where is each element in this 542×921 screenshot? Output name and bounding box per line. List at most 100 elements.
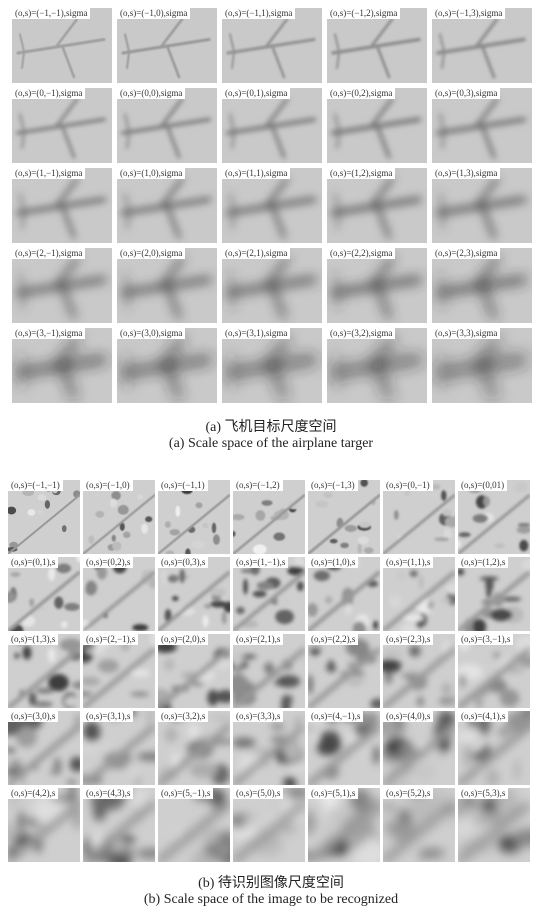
blurred-image bbox=[432, 88, 532, 163]
scale-image: (o,s)=(−1,−1),sigma bbox=[12, 8, 112, 83]
scale-image: (o,s)=(5,2),s bbox=[383, 788, 455, 862]
scale-image: (o,s)=(0,−1) bbox=[383, 480, 455, 554]
scale-label: (o,s)=(3,0),sigma bbox=[117, 328, 185, 339]
scale-image: (o,s)=(3,3),sigma bbox=[432, 328, 532, 403]
blurred-image bbox=[458, 711, 530, 785]
scale-label: (o,s)=(3,3),s bbox=[233, 711, 283, 722]
caption: (a) Scale space of the airplane targer bbox=[0, 436, 542, 452]
scale-label: (o,s)=(0,2),s bbox=[83, 557, 133, 568]
scale-label: (o,s)=(2,3),sigma bbox=[432, 248, 500, 259]
scale-image: (o,s)=(3,2),sigma bbox=[327, 328, 427, 403]
scale-label: (o,s)=(−1,2),sigma bbox=[327, 8, 400, 19]
scale-label: (o,s)=(3,−1),sigma bbox=[12, 328, 85, 339]
scale-image: (o,s)=(2,1),s bbox=[233, 634, 305, 708]
blurred-image bbox=[308, 557, 380, 631]
blurred-image bbox=[158, 788, 230, 862]
scale-label: (o,s)=(3,3),sigma bbox=[432, 328, 500, 339]
scale-image: (o,s)=(0,1),sigma bbox=[222, 88, 322, 163]
scale-label: (o,s)=(0,1),s bbox=[8, 557, 58, 568]
blurred-image bbox=[158, 634, 230, 708]
scale-label: (o,s)=(5,3),s bbox=[458, 788, 508, 799]
scale-image: (o,s)=(1,2),s bbox=[458, 557, 530, 631]
scale-image: (o,s)=(0,2),s bbox=[83, 557, 155, 631]
scale-image: (o,s)=(3,−1),s bbox=[458, 634, 530, 708]
blurred-image bbox=[158, 711, 230, 785]
blurred-image bbox=[458, 788, 530, 862]
caption: (a) 飞机目标尺度空间 bbox=[0, 416, 542, 436]
scale-image: (o,s)=(−1,1),sigma bbox=[222, 8, 322, 83]
page: (o,s)=(−1,−1),sigma (o,s)=(−1,0),sigma (… bbox=[0, 0, 542, 921]
scale-image: (o,s)=(4,2),s bbox=[8, 788, 80, 862]
scale-image: (o,s)=(2,1),sigma bbox=[222, 248, 322, 323]
scale-label: (o,s)=(5,1),s bbox=[308, 788, 358, 799]
blurred-image bbox=[233, 557, 305, 631]
scale-label: (o,s)=(0,3),s bbox=[158, 557, 208, 568]
scale-label: (o,s)=(2,0),sigma bbox=[117, 248, 185, 259]
blurred-image bbox=[117, 8, 217, 83]
scale-label: (o,s)=(3,1),sigma bbox=[222, 328, 290, 339]
scale-image: (o,s)=(−1,3),sigma bbox=[432, 8, 532, 83]
scale-image: (o,s)=(4,3),s bbox=[83, 788, 155, 862]
blurred-image bbox=[327, 328, 427, 403]
blurred-image bbox=[117, 88, 217, 163]
blurred-image bbox=[432, 248, 532, 323]
scale-label: (o,s)=(4,1),s bbox=[458, 711, 508, 722]
scale-label: (o,s)=(4,3),s bbox=[83, 788, 133, 799]
scale-label: (o,s)=(2,−1),sigma bbox=[12, 248, 85, 259]
scale-label: (o,s)=(2,2),sigma bbox=[327, 248, 395, 259]
blurred-image bbox=[117, 168, 217, 243]
blurred-image bbox=[233, 788, 305, 862]
scale-label: (o,s)=(3,−1),s bbox=[458, 634, 513, 645]
scale-label: (o,s)=(0,0),sigma bbox=[117, 88, 185, 99]
scale-image: (o,s)=(1,0),s bbox=[308, 557, 380, 631]
blurred-image bbox=[432, 8, 532, 83]
blurred-image bbox=[12, 168, 112, 243]
blurred-image bbox=[383, 557, 455, 631]
scale-label: (o,s)=(5,0),s bbox=[233, 788, 283, 799]
blurred-image bbox=[8, 634, 80, 708]
scale-image: (o,s)=(5,0),s bbox=[233, 788, 305, 862]
scale-label: (o,s)=(3,0),s bbox=[8, 711, 58, 722]
scale-image: (o,s)=(0,3),sigma bbox=[432, 88, 532, 163]
scale-label: (o,s)=(1,0),s bbox=[308, 557, 358, 568]
blurred-image bbox=[233, 480, 305, 554]
scale-image: (o,s)=(−1,−1) bbox=[8, 480, 80, 554]
scale-image: (o,s)=(3,1),s bbox=[83, 711, 155, 785]
scale-image: (o,s)=(4,0),s bbox=[383, 711, 455, 785]
scale-label: (o,s)=(5,2),s bbox=[383, 788, 433, 799]
blurred-image bbox=[222, 168, 322, 243]
scale-label: (o,s)=(−1,3),sigma bbox=[432, 8, 505, 19]
blurred-image bbox=[327, 8, 427, 83]
scale-label: (o,s)=(−1,0),sigma bbox=[117, 8, 190, 19]
blurred-image bbox=[83, 711, 155, 785]
scale-label: (o,s)=(3,1),s bbox=[83, 711, 133, 722]
blurred-image bbox=[8, 480, 80, 554]
caption: (b) 待识别图像尺度空间 bbox=[0, 872, 542, 892]
scale-label: (o,s)=(−1,−1) bbox=[8, 480, 63, 491]
scale-image: (o,s)=(1,1),s bbox=[383, 557, 455, 631]
scale-image: (o,s)=(1,1),sigma bbox=[222, 168, 322, 243]
scale-label: (o,s)=(−1,1),sigma bbox=[222, 8, 295, 19]
blurred-image bbox=[12, 8, 112, 83]
blurred-image bbox=[383, 711, 455, 785]
scale-label: (o,s)=(1,1),sigma bbox=[222, 168, 290, 179]
scale-label: (o,s)=(−1,0) bbox=[83, 480, 133, 491]
blurred-image bbox=[117, 248, 217, 323]
scale-label: (o,s)=(2,−1),s bbox=[83, 634, 138, 645]
scale-image: (o,s)=(0,01) bbox=[458, 480, 530, 554]
blurred-image bbox=[83, 480, 155, 554]
blurred-image bbox=[12, 88, 112, 163]
scale-label: (o,s)=(3,2),sigma bbox=[327, 328, 395, 339]
blurred-image bbox=[327, 248, 427, 323]
scale-image: (o,s)=(5,3),s bbox=[458, 788, 530, 862]
scale-image: (o,s)=(2,3),sigma bbox=[432, 248, 532, 323]
blurred-image bbox=[222, 8, 322, 83]
scale-image: (o,s)=(3,3),s bbox=[233, 711, 305, 785]
blurred-image bbox=[308, 480, 380, 554]
scale-label: (o,s)=(1,1),s bbox=[383, 557, 433, 568]
blurred-image bbox=[233, 711, 305, 785]
scale-image: (o,s)=(1,3),sigma bbox=[432, 168, 532, 243]
scale-label: (o,s)=(−1,2) bbox=[233, 480, 283, 491]
scale-image: (o,s)=(2,−1),sigma bbox=[12, 248, 112, 323]
blurred-image bbox=[327, 88, 427, 163]
